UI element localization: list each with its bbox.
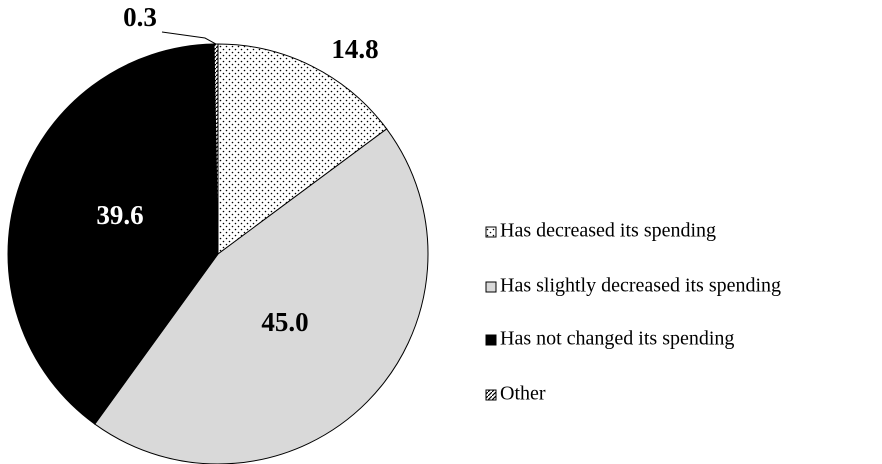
pie-slice: [213, 43, 219, 255]
legend-label: Has slightly decreased its spending: [500, 275, 781, 297]
value-label: 0.3: [123, 2, 157, 32]
legend-swatch: [485, 226, 497, 238]
value-label: 45.0: [261, 307, 308, 337]
legend-label: Has not changed its spending: [500, 328, 734, 350]
pie-slice: [94, 128, 429, 464]
pie-slice: [7, 43, 219, 425]
legend-label: Other: [500, 383, 546, 405]
leader-line: [161, 31, 217, 45]
legend-swatch: [485, 389, 497, 401]
legend-label: Has decreased its spending: [500, 220, 716, 242]
value-label: 39.6: [96, 200, 143, 230]
value-label: 14.8: [331, 34, 378, 64]
legend-swatch: [485, 281, 497, 293]
pie-slice: [217, 43, 388, 255]
legend-swatch: [485, 334, 497, 346]
